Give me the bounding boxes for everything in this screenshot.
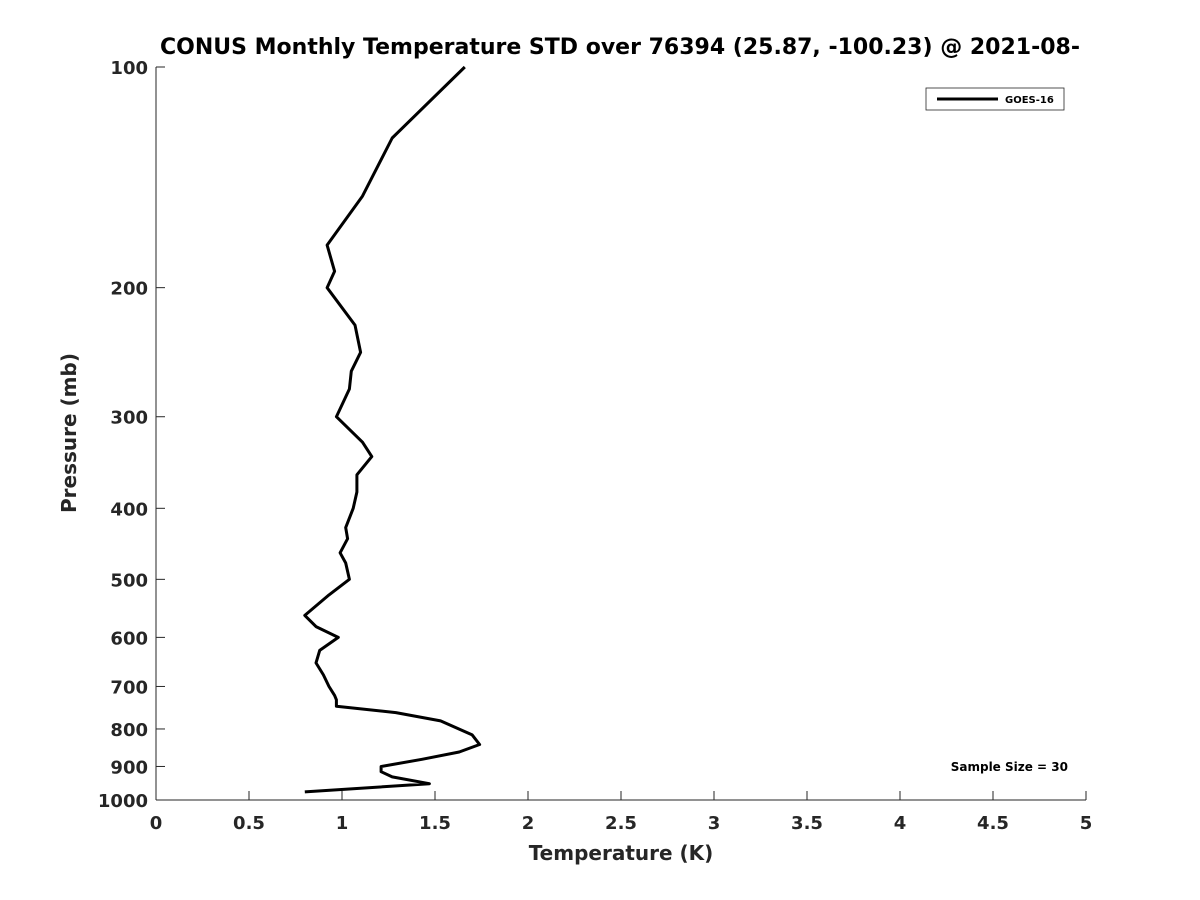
x-tick-label: 5 (1080, 813, 1093, 834)
y-ticks: 100 200 300 400 500 600 700 800 900 1000 (98, 58, 165, 812)
x-tick-label: 0 (150, 813, 163, 834)
x-tick-label: 2 (522, 813, 535, 834)
x-tick-label: 3 (708, 813, 721, 834)
x-tick-label: 2.5 (605, 813, 637, 834)
y-tick-label: 700 (110, 677, 148, 698)
y-axis-label: Pressure (mb) (57, 353, 81, 513)
x-axis-label: Temperature (K) (529, 841, 714, 865)
x-tick-label: 0.5 (233, 813, 265, 834)
x-ticks: 0 0.5 1 1.5 2 2.5 3 3.5 4 4.5 5 (150, 791, 1093, 834)
sample-size-annotation: Sample Size = 30 (951, 760, 1068, 774)
x-tick-label: 1 (336, 813, 349, 834)
y-tick-label: 800 (110, 720, 148, 741)
y-tick-label: 200 (110, 279, 148, 300)
x-tick-label: 4 (894, 813, 907, 834)
series-layer (303, 65, 482, 794)
y-tick-label: 1000 (98, 791, 148, 812)
y-tick-label: 600 (110, 628, 148, 649)
chart-title: CONUS Monthly Temperature STD over 76394… (160, 35, 1080, 60)
y-tick-label: 300 (110, 408, 148, 429)
x-tick-label: 3.5 (791, 813, 823, 834)
y-tick-label: 400 (110, 499, 148, 520)
x-tick-label: 1.5 (419, 813, 451, 834)
legend-entry: GOES-16 (1005, 95, 1054, 106)
axes (155, 67, 1086, 801)
series-line-goes-16 (303, 65, 482, 794)
y-tick-label: 100 (110, 58, 148, 79)
y-tick-label: 900 (110, 757, 148, 778)
legend: GOES-16 (925, 87, 1065, 111)
y-tick-label: 500 (110, 570, 148, 591)
x-tick-label: 4.5 (977, 813, 1009, 834)
